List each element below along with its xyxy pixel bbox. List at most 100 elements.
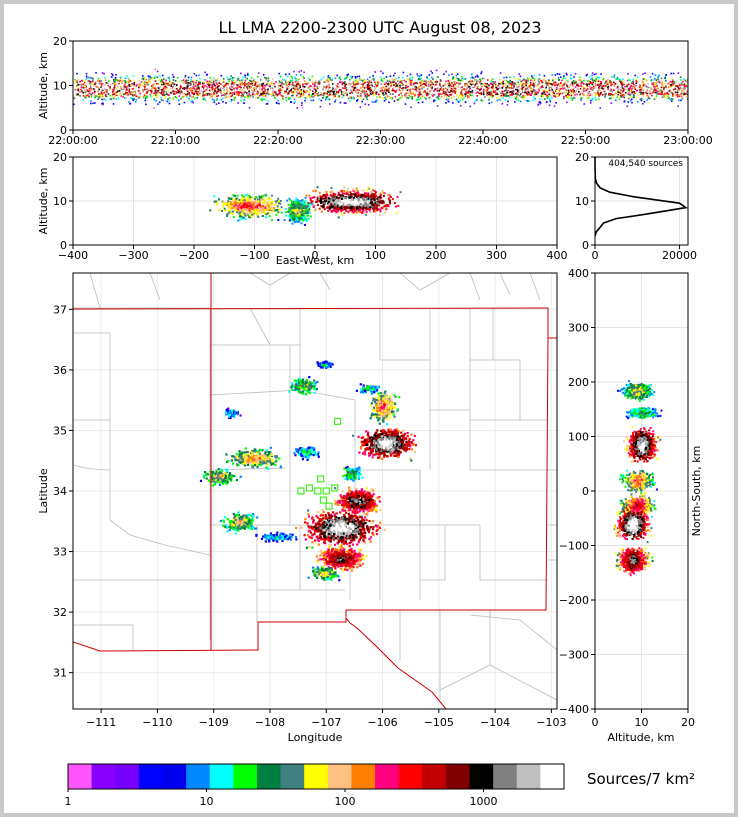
source-density-cell [437,96,439,98]
source-density-cell [75,87,78,90]
source-density-cell [483,78,486,80]
source-density-cell [284,90,286,93]
source-density-cell [234,97,236,99]
source-density-cell [202,90,205,93]
source-density-cell [516,90,519,92]
source-density-cell [222,88,224,91]
source-density-cell [304,99,306,102]
source-density-cell [146,91,148,93]
source-density-cell [264,205,267,208]
source-density-cell [247,204,250,207]
source-density-cell [249,198,251,200]
source-density-cell [484,90,486,92]
source-density-cell [166,100,169,103]
source-density-cell [262,204,265,207]
source-density-cell [469,87,471,90]
source-density-cell [372,91,374,93]
source-density-cell [600,81,602,83]
source-density-cell [647,83,650,85]
source-density-cell [245,197,248,200]
source-density-cell [492,86,494,88]
source-density-cell [679,87,682,90]
source-density-cell [401,87,403,90]
source-density-cell [553,89,555,91]
source-density-cell [278,72,280,75]
source-density-cell [124,93,126,95]
source-density-cell [97,93,100,95]
source-density-cell [364,91,366,94]
source-density-cell [369,90,372,93]
source-density-cell [609,80,611,82]
source-density-cell [520,91,523,93]
source-density-cell [248,93,250,96]
source-density-cell [680,82,683,84]
source-density-cell [411,79,413,82]
source-density-cell [132,88,134,90]
source-density-cell [230,85,232,88]
source-density-cell [111,73,113,75]
source-density-cell [112,74,114,76]
source-density-cell [585,88,587,90]
source-density-cell [387,88,389,90]
source-density-cell [587,79,589,82]
source-density-cell [496,90,498,92]
source-density-cell [586,84,588,86]
source-density-cell [536,89,539,92]
source-density-cell [198,91,201,94]
source-density-cell [233,92,235,94]
source-density-cell [521,82,523,84]
source-density-cell [162,81,164,83]
source-density-cell [299,84,301,87]
source-density-cell [416,98,419,101]
source-density-cell [648,97,651,100]
source-density-cell [195,94,198,96]
source-density-cell [82,83,85,86]
source-density-cell [248,200,250,203]
source-density-cell [248,88,251,90]
source-density-cell [589,86,592,89]
source-density-cell [480,89,482,91]
source-density-cell [257,198,259,201]
source-density-cell [516,92,518,94]
source-density-cell [572,89,575,91]
source-density-cell [621,90,624,93]
source-density-cell [173,83,176,86]
source-density-cell [571,99,573,102]
source-density-cell [304,97,307,99]
source-density-cell [391,78,394,80]
source-density-cell [574,86,577,88]
source-density-cell [668,86,670,88]
source-density-cell [621,85,623,88]
source-density-cell [633,86,636,88]
source-density-cell [683,83,685,86]
source-density-cell [319,105,322,108]
source-density-cell [257,75,259,78]
source-density-cell [238,212,241,215]
source-density-cell [279,81,281,84]
source-density-cell [513,82,515,84]
source-density-cell [356,86,358,89]
source-density-cell [160,91,163,93]
source-density-cell [450,92,453,95]
source-density-cell [360,83,363,85]
source-density-cell [487,79,489,81]
source-density-cell [480,92,482,94]
source-density-cell [570,94,573,97]
source-density-cell [547,95,550,98]
source-density-cell [639,86,641,88]
source-density-cell [172,82,175,84]
source-density-cell [387,83,389,86]
source-density-cell [545,101,548,103]
source-density-cell [370,194,373,196]
source-density-cell [251,84,254,87]
source-density-cell [432,78,434,80]
source-density-cell [369,80,372,82]
source-density-cell [505,89,508,91]
source-density-cell [408,82,410,85]
source-density-cell [351,92,354,94]
source-density-cell [419,93,421,95]
source-density-cell [274,91,276,94]
source-density-cell [517,93,519,96]
source-density-cell [242,201,245,204]
source-density-cell [193,86,196,89]
